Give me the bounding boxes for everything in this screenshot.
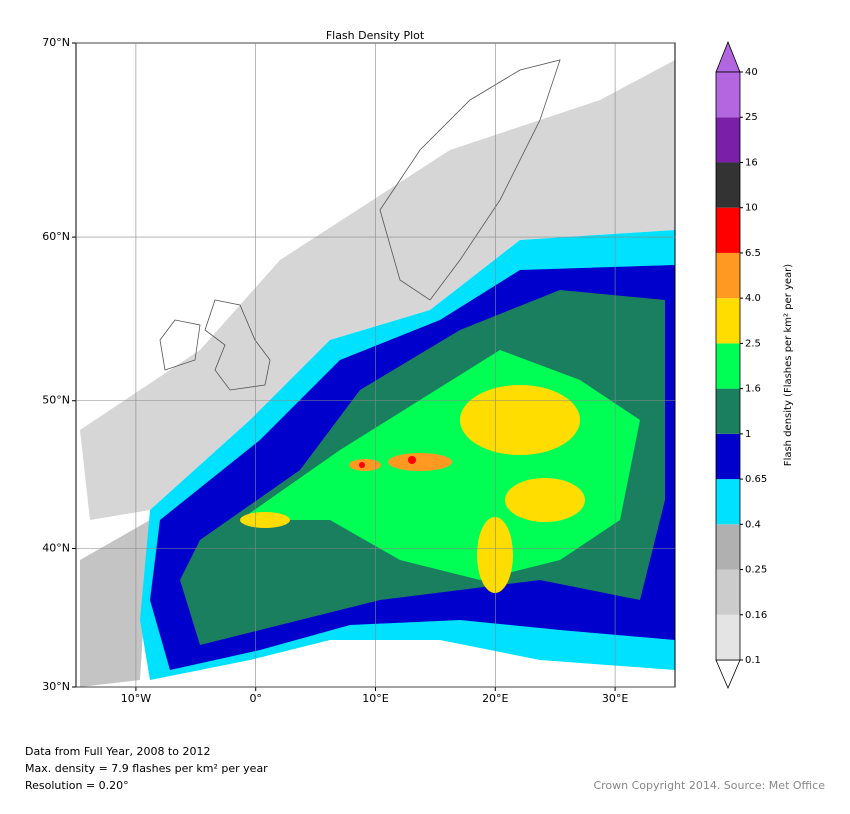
density-area [240, 512, 290, 528]
y-tick-label: 30°N [42, 680, 70, 693]
colorbar-segment [716, 388, 740, 434]
colorbar-segment [716, 252, 740, 299]
density-field [80, 59, 675, 687]
colorbar-tick-label: 0.4 [745, 519, 761, 530]
low-density-area [80, 520, 150, 687]
colorbar-segment [716, 569, 740, 615]
colorbar-extension [715, 40, 741, 73]
colorbar-tick-label: 6.5 [745, 248, 761, 259]
density-area [388, 453, 452, 471]
colorbar-tick-label: 25 [745, 112, 758, 123]
density-area [460, 385, 580, 455]
y-tick-label: 70°N [42, 36, 70, 49]
low-density-area [80, 60, 675, 520]
colorbar-tick-label: 4.0 [745, 293, 761, 304]
axis-ticks: 10°W 0° 10°E 20°E 30°E 30°N 40°N 50°N 60°N 70°N [42, 36, 675, 705]
note: Max. density = 7.9 flashes per km² per y… [25, 762, 268, 775]
note: Resolution = 0.20° [25, 779, 129, 792]
colorbar-tick-label: 0.65 [745, 474, 767, 485]
coastline [159, 59, 561, 391]
colorbar-segment [716, 343, 740, 389]
colorbar-tick-label: 40 [745, 67, 758, 78]
density-area [359, 462, 365, 468]
colorbar-tick-label: 1 [745, 429, 751, 440]
x-tick-label: 10°W [121, 692, 151, 705]
x-tick-label: 20°E [482, 692, 508, 705]
colorbar-segment [716, 162, 740, 208]
colorbar-segment [716, 207, 740, 253]
colorbar-segment [716, 614, 740, 660]
y-tick-label: 40°N [42, 542, 70, 555]
density-area [408, 456, 416, 464]
colorbar-tick-label: 1.6 [745, 384, 761, 395]
credit: Crown Copyright 2014. Source: Met Office [593, 779, 825, 792]
colorbar-segment [716, 72, 740, 118]
colorbar-tick-label: 0.1 [745, 655, 761, 666]
colorbar-segment [716, 117, 740, 163]
x-tick-label: 10°E [362, 692, 388, 705]
map-title: Flash Density Plot [326, 29, 425, 42]
colorbar-tick-label: 2.5 [745, 338, 761, 349]
colorbar-tick-label: 0.25 [745, 565, 767, 576]
colorbar-tick-label: 0.16 [745, 610, 767, 621]
y-tick-label: 60°N [42, 230, 70, 243]
colorbar-segment [716, 298, 740, 344]
note: Data from Full Year, 2008 to 2012 [25, 745, 210, 758]
colorbar-segment [716, 433, 740, 480]
colorbar-label: Flash density (Flashes per km² per year) [783, 264, 794, 466]
colorbar-tick-label: 16 [745, 157, 758, 168]
colorbar-segment [716, 524, 740, 570]
colorbar-frame [715, 71, 741, 661]
colorbar-extension [715, 659, 741, 690]
colorbar-tick-label: 10 [745, 203, 758, 214]
y-tick-label: 50°N [42, 394, 70, 407]
x-tick-label: 30°E [602, 692, 628, 705]
colorbar-segment [716, 479, 740, 525]
x-tick-label: 0° [249, 692, 262, 705]
density-area [505, 478, 585, 522]
colorbar: 0.1 0.16 0.25 0.4 0.65 1 1.6 2.5 4.0 6.5 10 16 25 40 [715, 40, 767, 690]
